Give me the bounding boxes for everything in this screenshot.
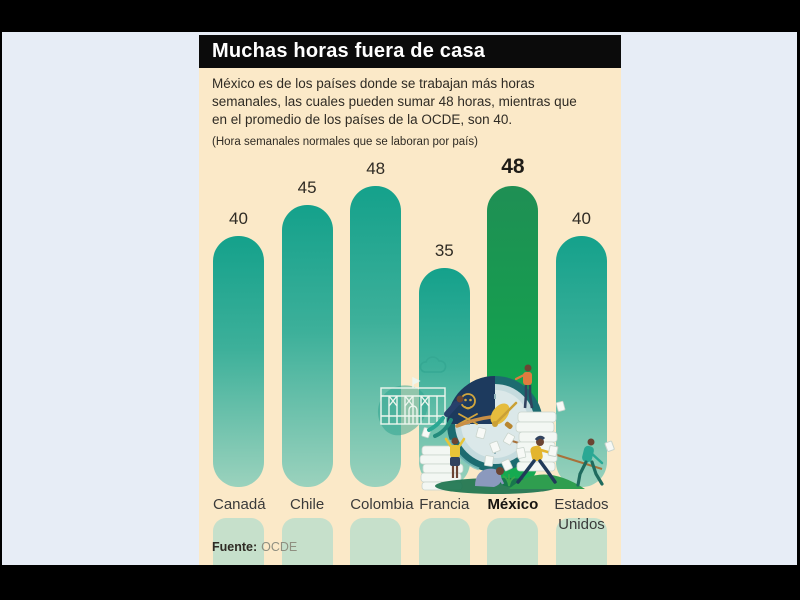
country-label-colombia: Colombia bbox=[350, 496, 414, 513]
description-line: México es de los países donde se trabaja… bbox=[212, 76, 535, 91]
bar-colombia bbox=[350, 186, 402, 487]
bar-canada bbox=[213, 236, 264, 487]
clock-hub bbox=[492, 421, 498, 427]
page-title: Muchas horas fuera de casa bbox=[212, 40, 486, 62]
bar-value-label: 48 bbox=[501, 155, 525, 178]
bar-value-label: 40 bbox=[229, 209, 248, 228]
bar-value-label: 40 bbox=[572, 209, 591, 228]
person-crouching bbox=[475, 467, 505, 487]
description-line: en el promedio de los países de la OCDE,… bbox=[212, 112, 513, 127]
description-line: semanales, las cuales pueden sumar 48 ho… bbox=[212, 94, 577, 109]
country-label-chile: Chile bbox=[290, 496, 325, 513]
bar-estados-unidos bbox=[555, 236, 607, 487]
lightbulb-hand-icon bbox=[455, 403, 513, 430]
fade-row bbox=[213, 518, 607, 565]
person-pulling-rope bbox=[576, 438, 615, 487]
fade-bar-colombia bbox=[350, 518, 402, 565]
bar-value-label: 45 bbox=[297, 178, 317, 197]
infographic-panel: Muchas horas fuera de casa México es de … bbox=[199, 35, 621, 565]
source-value: OCDE bbox=[261, 540, 298, 554]
bar-column-estados-unidos: 40 bbox=[555, 209, 607, 487]
fade-bar-francia bbox=[418, 518, 470, 565]
fade-bar-estados-unidos bbox=[555, 518, 607, 565]
country-label-francia: Francia bbox=[419, 496, 470, 513]
person-on-stack bbox=[514, 364, 534, 409]
country-label-canada: Canadá bbox=[213, 496, 266, 513]
person-running bbox=[516, 435, 559, 484]
blob-shape bbox=[377, 385, 428, 436]
page-background: Muchas horas fuera de casa México es de … bbox=[2, 32, 797, 565]
source-label: Fuente: bbox=[212, 540, 258, 554]
bar-value-label: 48 bbox=[366, 159, 386, 178]
green-hill bbox=[509, 474, 585, 489]
bar-chile bbox=[281, 205, 333, 487]
top-black-bar bbox=[0, 0, 800, 32]
building-icon bbox=[380, 376, 446, 425]
person-leaping bbox=[427, 395, 466, 438]
source-line: Fuente: OCDE bbox=[212, 540, 297, 554]
bar-column-chile: 45 bbox=[281, 178, 333, 487]
fade-bar-mexico bbox=[487, 518, 539, 565]
country-label-mexico: México bbox=[487, 496, 539, 513]
description-text: México es de los países donde se trabaja… bbox=[212, 75, 616, 129]
flying-papers-icon bbox=[421, 400, 566, 472]
bottom-black-bar bbox=[0, 565, 800, 600]
labels-row: Canadá Chile Colombia Francia México Estados … bbox=[213, 495, 609, 534]
illustration bbox=[377, 356, 615, 494]
clock-hand bbox=[493, 401, 518, 426]
plant-sprout bbox=[502, 474, 516, 487]
cloud-icon bbox=[419, 356, 447, 373]
bar-column-colombia: 48 bbox=[350, 159, 402, 487]
fade-bar-canada bbox=[213, 518, 264, 565]
title-banner: Muchas horas fuera de casa bbox=[199, 35, 621, 68]
bar-column-canada: 40 bbox=[213, 209, 264, 487]
country-label-estados-unidos: Estados Unidos bbox=[554, 496, 609, 533]
people-figures bbox=[427, 364, 615, 487]
chart-subtitle: (Hora semanales normales que se laboran … bbox=[212, 136, 478, 148]
person-arms-up bbox=[444, 437, 466, 478]
fade-bar-chile bbox=[281, 518, 333, 565]
bar-value-label: 35 bbox=[434, 241, 454, 260]
